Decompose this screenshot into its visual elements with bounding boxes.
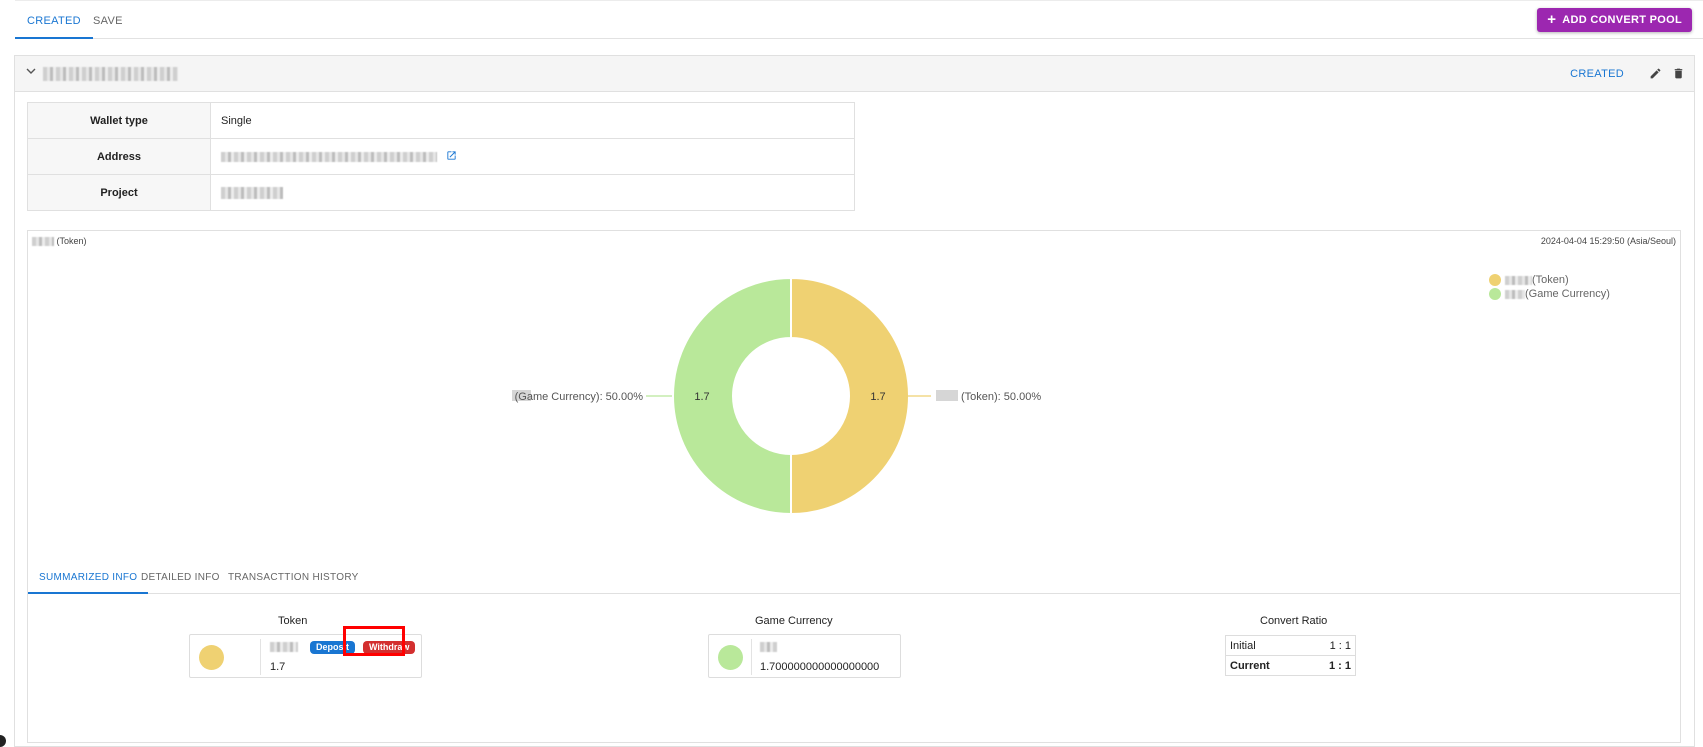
top-tabbar: CREATED SAVE + ADD CONVERT POOL	[15, 0, 1703, 39]
trash-icon[interactable]	[1669, 64, 1687, 82]
donut-slice-token[interactable]	[790, 276, 910, 516]
plus-icon: +	[1547, 11, 1557, 28]
token-name-redacted	[32, 237, 54, 247]
pool-info-table: Wallet type Single Address Project	[27, 102, 855, 211]
convert-ratio-table: Initial 1 : 1 Current 1 : 1	[1225, 635, 1356, 676]
address-label: Address	[27, 138, 211, 175]
token-amount: 1.7	[270, 661, 286, 673]
project-value-cell	[210, 174, 855, 211]
table-row: Wallet type Single	[27, 102, 855, 139]
chart-timestamp: 2024-04-04 15:29:50 (Asia/Seoul)	[1540, 236, 1676, 246]
legend-label-game-currency: (Game Currency)	[1525, 288, 1610, 300]
tab-save[interactable]: SAVE	[93, 15, 123, 27]
ratio-initial-value: 1 : 1	[1305, 635, 1356, 656]
legend-item-token[interactable]: (Token)	[1489, 273, 1610, 287]
token-coin-icon	[199, 645, 224, 670]
convert-ratio-column-title: Convert Ratio	[1260, 615, 1328, 627]
address-redacted	[221, 151, 437, 162]
token-name-redacted	[936, 390, 958, 401]
table-row: Initial 1 : 1	[1225, 635, 1356, 656]
slice-label-game-currency: (Game Currency): 50.00%	[515, 391, 644, 403]
mouse-cursor	[0, 735, 6, 747]
external-link-icon[interactable]	[446, 150, 457, 164]
ratio-current-value: 1 : 1	[1328, 659, 1351, 672]
pool-status-badge[interactable]: CREATED	[1570, 68, 1624, 80]
add-convert-pool-button[interactable]: + ADD CONVERT POOL	[1537, 8, 1692, 32]
game-currency-coin-icon	[718, 645, 743, 670]
game-currency-card: 1.700000000000000000	[708, 634, 901, 678]
wallet-type-label: Wallet type	[27, 102, 211, 139]
chevron-down-icon[interactable]	[26, 66, 36, 78]
pool-chart-area: (Token) 2024-04-04 15:29:50 (Asia/Seoul)…	[27, 230, 1681, 743]
pencil-icon[interactable]	[1646, 64, 1664, 82]
address-value-cell	[210, 138, 855, 175]
withdraw-highlight-box	[343, 626, 405, 656]
slice-value-token: 1.7	[870, 391, 885, 403]
tab-transaction-history[interactable]: TRANSACTTION HISTORY	[228, 572, 359, 583]
chart-title-suffix: (Token)	[56, 236, 87, 246]
pool-header[interactable]: CREATED	[15, 56, 1694, 92]
game-currency-column-title: Game Currency	[755, 615, 833, 627]
legend-dot-token	[1489, 274, 1501, 286]
legend-label-token: (Token)	[1532, 274, 1569, 286]
token-column-title: Token	[278, 615, 308, 627]
table-row: Address	[27, 138, 855, 175]
game-currency-name-redacted	[760, 642, 777, 652]
legend-dot-game-currency	[1489, 288, 1501, 300]
legend-name-redacted	[1505, 289, 1525, 299]
chart-legend: (Token) (Game Currency)	[1489, 273, 1610, 301]
donut-chart: (Token): 50.00% (Game Currency): 50.00% …	[512, 276, 1041, 516]
game-currency-amount: 1.700000000000000000	[760, 661, 880, 673]
divider	[751, 639, 752, 675]
slice-label-token: (Token): 50.00%	[961, 391, 1041, 403]
legend-item-game-currency[interactable]: (Game Currency)	[1489, 287, 1610, 301]
add-convert-pool-label: ADD CONVERT POOL	[1562, 14, 1682, 26]
wallet-type-value: Single	[210, 102, 855, 139]
tab-summarized-info[interactable]: SUMMARIZED INFO	[28, 561, 149, 594]
chart-title: (Token)	[32, 236, 87, 247]
game-currency-name-redacted	[512, 390, 531, 401]
project-redacted	[221, 186, 283, 199]
tab-created[interactable]: CREATED	[15, 1, 93, 39]
slice-value-game-currency: 1.7	[694, 391, 709, 403]
token-name-redacted	[270, 642, 298, 652]
tab-detailed-info[interactable]: DETAILED INFO	[141, 572, 220, 583]
ratio-current-label: Current	[1230, 659, 1270, 672]
ratio-initial-label: Initial	[1225, 635, 1306, 656]
pool-name-redacted	[43, 67, 178, 81]
project-label: Project	[27, 174, 211, 211]
convert-pool-panel: CREATED Wallet type Single Address Proje…	[14, 55, 1695, 747]
divider	[260, 639, 261, 675]
donut-slice-game-currency[interactable]	[672, 276, 792, 516]
table-row: Project	[27, 174, 855, 211]
table-row: Current 1 : 1	[1226, 656, 1356, 676]
info-subtabs: SUMMARIZED INFO DETAILED INFO TRANSACTTI…	[28, 561, 1680, 594]
legend-name-redacted	[1505, 275, 1532, 285]
